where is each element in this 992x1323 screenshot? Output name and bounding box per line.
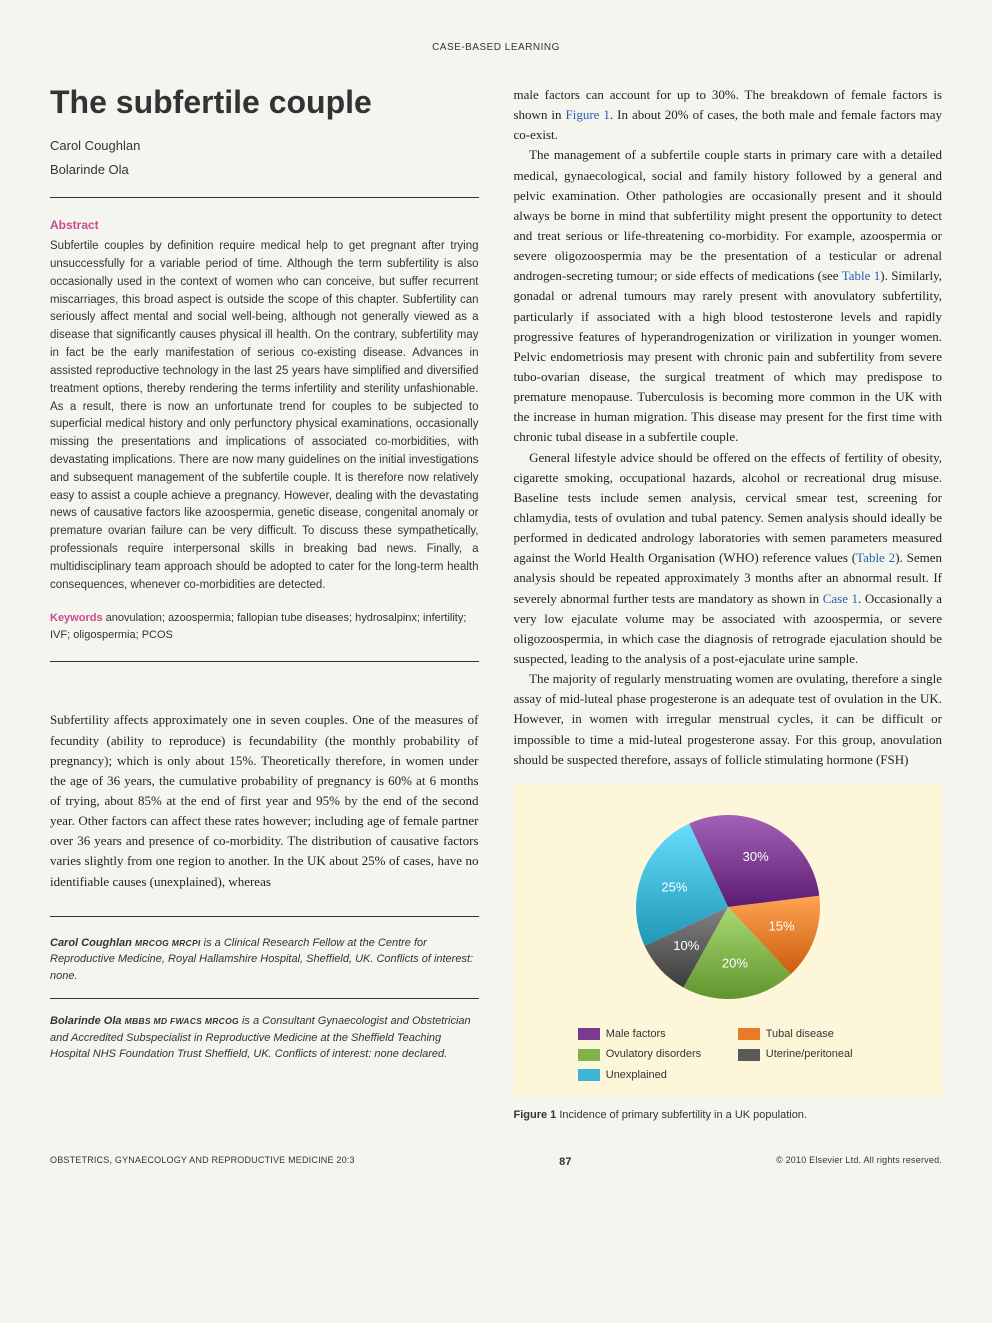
author-bio-1: Carol Coughlan MRCOG MRCPI is a Clinical… bbox=[50, 935, 479, 985]
pie-slice-label: 15% bbox=[768, 918, 794, 933]
body-p4: General lifestyle advice should be offer… bbox=[514, 448, 943, 670]
figure-label: Figure 1 bbox=[514, 1109, 557, 1121]
article-title: The subfertile couple bbox=[50, 85, 479, 120]
legend-item: Unexplained bbox=[578, 1067, 718, 1084]
legend-swatch bbox=[578, 1028, 600, 1040]
legend-swatch bbox=[578, 1049, 600, 1061]
right-column: male factors can account for up to 30%. … bbox=[514, 85, 943, 1124]
pie-svg: 30% 15% 20% 10% 25% bbox=[578, 802, 878, 1012]
figure-title: Incidence of primary subfertility in a U… bbox=[559, 1109, 807, 1121]
legend-item: Uterine/peritoneal bbox=[738, 1046, 878, 1063]
legend-label: Uterine/peritoneal bbox=[766, 1046, 853, 1063]
page-number: 87 bbox=[559, 1154, 572, 1171]
body-p5: The majority of regularly menstruating w… bbox=[514, 669, 943, 770]
divider bbox=[50, 197, 479, 198]
divider bbox=[50, 916, 479, 917]
abstract-text: Subfertile couples by definition require… bbox=[50, 238, 479, 594]
author-1: Carol Coughlan bbox=[50, 136, 479, 156]
section-header: CASE-BASED LEARNING bbox=[50, 40, 942, 55]
keywords-label: Keywords bbox=[50, 612, 103, 624]
legend-label: Male factors bbox=[606, 1026, 666, 1043]
bio-credentials: MRCOG MRCPI bbox=[135, 938, 201, 948]
keywords: Keywords anovulation; azoospermia; fallo… bbox=[50, 610, 479, 643]
pie-chart: 30% 15% 20% 10% 25% bbox=[544, 802, 913, 1012]
figure-caption: Figure 1 Incidence of primary subfertili… bbox=[514, 1107, 943, 1124]
chart-legend: Male factors Tubal disease Ovulatory disor… bbox=[578, 1026, 878, 1084]
table-2-link[interactable]: Table 2 bbox=[856, 550, 895, 565]
figure-1-link[interactable]: Figure 1 bbox=[566, 107, 610, 122]
author-bio-2: Bolarinde Ola MBBS MD FWACS MRCOG is a C… bbox=[50, 1013, 479, 1063]
body-para-1: Subfertility affects approximately one i… bbox=[50, 710, 479, 891]
body-p1: Subfertility affects approximately one i… bbox=[50, 710, 479, 891]
legend-label: Unexplained bbox=[606, 1067, 667, 1084]
copyright: © 2010 Elsevier Ltd. All rights reserved… bbox=[776, 1154, 942, 1171]
body-text-right: male factors can account for up to 30%. … bbox=[514, 85, 943, 770]
legend-item: Male factors bbox=[578, 1026, 718, 1043]
case-1-link[interactable]: Case 1 bbox=[823, 591, 858, 606]
legend-label: Ovulatory disorders bbox=[606, 1046, 701, 1063]
legend-swatch bbox=[738, 1028, 760, 1040]
keywords-text: anovulation; azoospermia; fallopian tube… bbox=[50, 612, 466, 641]
legend-item: Tubal disease bbox=[738, 1026, 878, 1043]
page-footer: OBSTETRICS, GYNAECOLOGY AND REPRODUCTIVE… bbox=[50, 1154, 942, 1171]
legend-swatch bbox=[578, 1069, 600, 1081]
author-2: Bolarinde Ola bbox=[50, 160, 479, 180]
abstract-heading: Abstract bbox=[50, 216, 479, 234]
bio-name: Bolarinde Ola bbox=[50, 1015, 122, 1027]
body-p2: male factors can account for up to 30%. … bbox=[514, 85, 943, 145]
divider bbox=[50, 998, 479, 999]
pie-slice-label: 20% bbox=[722, 955, 748, 970]
pie-slice-label: 10% bbox=[673, 938, 699, 953]
left-column: The subfertile couple Carol Coughlan Bol… bbox=[50, 85, 479, 1124]
two-column-layout: The subfertile couple Carol Coughlan Bol… bbox=[50, 85, 942, 1124]
pie-slice-label: 25% bbox=[661, 879, 687, 894]
legend-item: Ovulatory disorders bbox=[578, 1046, 718, 1063]
legend-label: Tubal disease bbox=[766, 1026, 834, 1043]
figure-1-chart: 30% 15% 20% 10% 25% Male factors Tubal diseas… bbox=[514, 784, 943, 1098]
body-p3: The management of a subfertile couple st… bbox=[514, 145, 943, 447]
legend-swatch bbox=[738, 1049, 760, 1061]
bio-name: Carol Coughlan bbox=[50, 937, 132, 949]
journal-ref: OBSTETRICS, GYNAECOLOGY AND REPRODUCTIVE… bbox=[50, 1154, 355, 1171]
pie-slice-label: 30% bbox=[742, 849, 768, 864]
table-1-link[interactable]: Table 1 bbox=[842, 268, 881, 283]
divider bbox=[50, 661, 479, 662]
bio-credentials: MBBS MD FWACS MRCOG bbox=[125, 1016, 239, 1026]
